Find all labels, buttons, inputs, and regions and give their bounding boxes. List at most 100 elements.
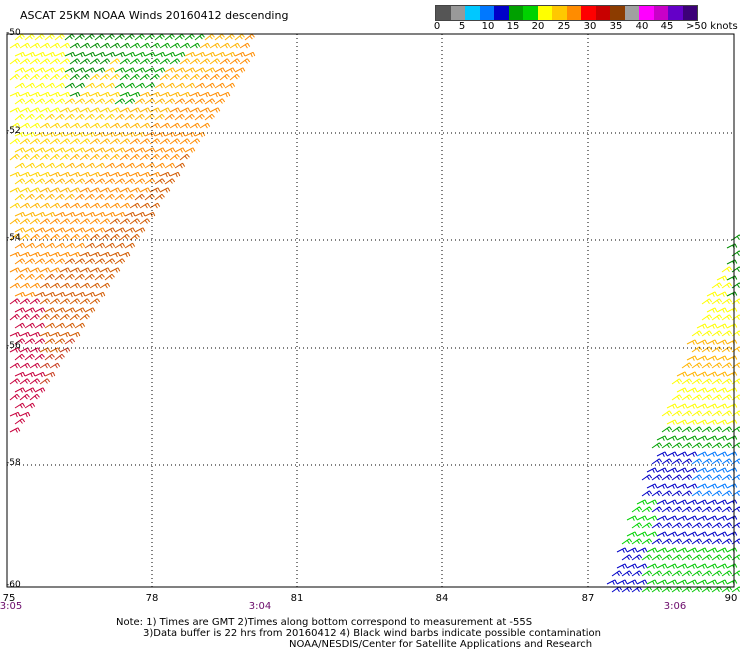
wind-barb	[189, 42, 201, 49]
wind-barb	[49, 42, 61, 49]
wind-barb	[656, 499, 668, 505]
wind-barb	[174, 82, 186, 89]
wind-barb	[49, 73, 60, 81]
wind-barb	[671, 410, 683, 417]
wind-barb	[731, 570, 740, 577]
wind-barb	[49, 347, 61, 353]
lon-label: 90	[724, 593, 738, 604]
wind-barb	[721, 554, 733, 561]
wind-barb	[79, 251, 91, 258]
wind-barb	[94, 67, 106, 73]
wind-barb	[671, 538, 683, 545]
wind-barb	[124, 227, 136, 233]
wind-barb	[169, 153, 180, 161]
wind-barb	[721, 330, 733, 337]
wind-barb	[74, 322, 86, 329]
wind-barb	[19, 138, 31, 145]
wind-barb	[706, 403, 718, 409]
wind-barb	[731, 458, 740, 465]
wind-barb	[636, 547, 648, 553]
wind-barb	[89, 282, 101, 289]
wind-barb	[39, 313, 50, 321]
wind-barb	[686, 419, 698, 425]
wind-barb	[114, 162, 126, 169]
wind-barb	[69, 251, 81, 258]
wind-barb	[94, 273, 105, 281]
wind-barb	[49, 202, 61, 209]
wind-barb	[631, 586, 643, 593]
wind-barb	[641, 474, 653, 481]
time-label: 3:06	[663, 601, 687, 612]
wind-barb	[671, 506, 683, 513]
wind-barb	[681, 394, 693, 401]
wind-barb	[24, 338, 36, 345]
wind-barb	[611, 570, 623, 577]
wind-barb	[39, 153, 50, 161]
wind-barb	[34, 242, 46, 249]
wind-barb	[34, 51, 46, 58]
wind-barb	[696, 451, 708, 457]
wind-barb	[686, 563, 698, 569]
wind-barb	[94, 258, 106, 265]
wind-barb	[24, 211, 36, 218]
wind-barb	[716, 483, 728, 489]
wind-barb	[74, 33, 85, 41]
wind-barb	[656, 435, 668, 441]
wind-barb	[99, 171, 111, 178]
wind-barb	[84, 33, 95, 41]
wind-barb	[39, 58, 51, 65]
wind-barb	[9, 282, 21, 289]
wind-barb	[84, 291, 96, 298]
wind-barb	[189, 138, 201, 145]
wind-barb	[721, 378, 733, 385]
wind-barb	[24, 242, 36, 249]
wind-barb	[9, 411, 21, 418]
wind-barb	[54, 211, 66, 218]
wind-barb	[49, 153, 60, 161]
wind-barb	[214, 98, 226, 105]
wind-barb	[184, 51, 196, 58]
wind-barb	[59, 282, 71, 289]
wind-barb	[89, 73, 100, 81]
wind-barb	[14, 82, 26, 89]
wind-barb	[726, 547, 738, 553]
wind-barb	[59, 331, 71, 338]
wind-barb	[29, 122, 41, 129]
wind-barb	[19, 122, 31, 129]
wind-barb	[144, 147, 156, 153]
wind-barb	[59, 107, 71, 113]
wind-barb	[691, 442, 703, 449]
wind-barb	[676, 563, 688, 569]
wind-barb	[681, 426, 693, 433]
wind-barb	[716, 451, 728, 457]
wind-barb	[29, 331, 41, 338]
wind-barb	[641, 522, 653, 529]
wind-barb	[39, 331, 51, 338]
wind-barb	[726, 403, 738, 409]
wind-barb	[119, 122, 131, 129]
legend-swatch	[537, 6, 552, 20]
lat-label: -54	[6, 233, 21, 243]
wind-barb	[129, 202, 141, 209]
wind-barb	[676, 371, 688, 377]
wind-barb	[706, 547, 718, 553]
wind-barb	[691, 570, 703, 577]
wind-barb	[44, 193, 55, 201]
wind-barb	[711, 330, 723, 337]
wind-barb	[646, 483, 658, 489]
wind-barb	[99, 218, 111, 225]
wind-barb	[74, 291, 86, 298]
wind-barb	[691, 394, 703, 401]
wind-barb	[144, 162, 156, 169]
wind-barb	[149, 42, 161, 49]
wind-barb	[59, 187, 71, 193]
wind-barb	[124, 162, 136, 169]
wind-barb	[124, 147, 136, 153]
wind-barb	[29, 187, 41, 193]
wind-barb	[104, 242, 116, 249]
wind-barb	[9, 393, 20, 401]
wind-barb	[731, 330, 740, 337]
wind-barb	[149, 58, 161, 65]
wind-barb	[661, 554, 673, 561]
wind-barb	[731, 314, 740, 321]
